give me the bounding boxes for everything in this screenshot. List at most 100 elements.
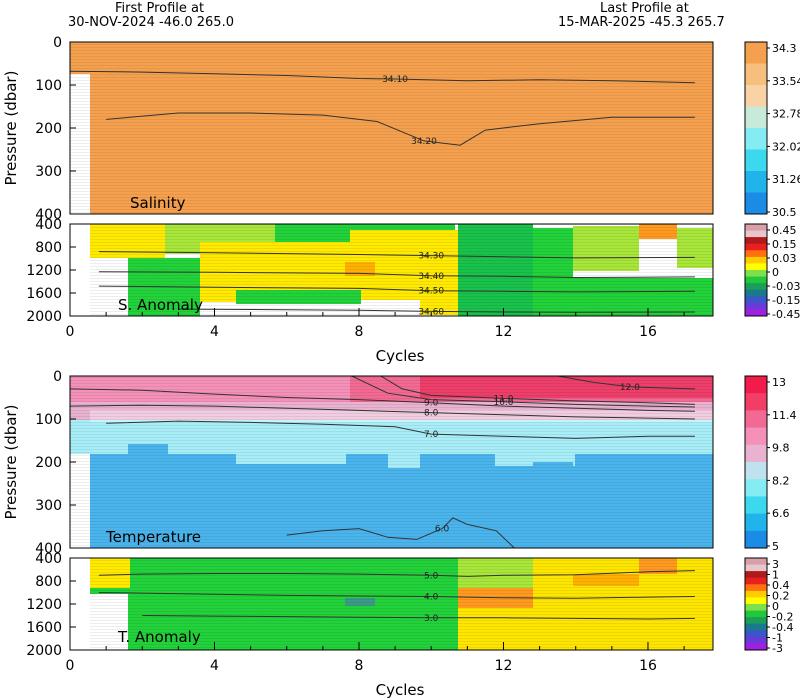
temperature-anomaly-panel-label: T. Anomaly	[117, 628, 201, 646]
contour-label: 34.10	[382, 75, 408, 85]
colorbar-label: 0	[772, 266, 779, 279]
colorbar-label: 5	[772, 540, 779, 553]
y-tick-label: 1200	[26, 263, 62, 279]
colorbar-swatch	[745, 276, 767, 284]
colorbar-label: 32.78	[772, 108, 800, 121]
salinity-y-label: Pressure (dbar)	[2, 71, 20, 186]
colorbar-swatch	[745, 597, 767, 605]
x-tick-label: 16	[639, 324, 657, 340]
colorbar-label: 13	[772, 376, 786, 389]
x-tick-label: 16	[639, 658, 657, 674]
y-tick-label: 200	[35, 121, 62, 137]
colorbar-swatch	[745, 530, 767, 549]
colorbar-label: 0.2	[772, 590, 790, 603]
x-tick-label: 4	[210, 658, 219, 674]
contour-line	[98, 592, 695, 599]
colorbar-label: 11.4	[772, 409, 797, 422]
colorbar-label: -0.03	[772, 280, 800, 293]
colorbar-swatch	[745, 263, 767, 271]
colorbar-swatch	[745, 444, 767, 463]
colorbar-swatch	[745, 590, 767, 598]
temperature-anomaly-x-label: Cycles	[376, 681, 425, 699]
temperature-panel-label: Temperature	[105, 528, 201, 546]
colorbar-label: 1	[772, 569, 779, 582]
salinity-colorbar: 34.3 33.54 32.78 32.02 31.26 30.5	[744, 41, 800, 219]
colorbar-label: 30.5	[772, 206, 797, 219]
colorbar-swatch	[745, 289, 767, 297]
colorbar-label: -1	[772, 632, 783, 645]
last-profile-value: 15-MAR-2025 -45.3 265.7	[558, 15, 725, 30]
colorbar-label: -0.4	[772, 621, 793, 634]
colorbar-label: -0.15	[772, 294, 800, 307]
colorbar-swatch	[745, 250, 767, 258]
y-tick-label: 100	[35, 78, 62, 94]
colorbar-swatch	[745, 171, 767, 193]
colorbar-swatch	[745, 128, 767, 150]
colorbar-label: -3	[772, 642, 783, 655]
colorbar-swatch	[745, 237, 767, 245]
colorbar-label: 6.6	[772, 507, 790, 520]
first-profile-value: 30-NOV-2024 -46.0 265.0	[68, 15, 234, 30]
colorbar-label: -0.2	[772, 611, 793, 624]
colorbar-swatch	[745, 427, 767, 446]
temperature-anomaly-colorbar: 310.40.20-0.2-0.4-1-3	[744, 557, 793, 655]
colorbar-label: 0.45	[772, 224, 797, 237]
contour-line	[106, 112, 695, 146]
temperature-colorbar: 13 11.4 9.8 8.2 6.6 5	[744, 375, 797, 553]
contour-line	[98, 251, 695, 259]
colorbar-swatch	[745, 42, 767, 64]
salinity-anomaly-x-ticks: 0 4 8 12 16	[66, 308, 685, 340]
contour-line	[98, 570, 695, 577]
x-tick-label: 0	[66, 658, 75, 674]
contour-label: 12.0	[620, 383, 640, 393]
colorbar-swatch	[745, 479, 767, 497]
y-tick-label: 100	[35, 412, 62, 428]
colorbar-swatch	[745, 296, 767, 304]
temperature-y-ticks: 0 100 200 300 400	[35, 369, 76, 557]
first-profile-label: First Profile at	[115, 1, 204, 16]
salinity-anomaly-panel-label: S. Anomaly	[118, 296, 203, 314]
salinity-anomaly-x-label: Cycles	[376, 347, 425, 365]
contour-line	[69, 404, 695, 420]
colorbar-swatch	[745, 623, 767, 631]
salinity-hlines	[70, 42, 713, 214]
colorbar-label: 34.3	[772, 42, 797, 55]
colorbar-label: 32.02	[772, 140, 800, 153]
colorbar-swatch	[745, 63, 767, 86]
colorbar-swatch	[745, 309, 767, 317]
contour-label: 3.0	[424, 614, 439, 624]
contour-line	[557, 375, 695, 390]
colorbar-swatch	[745, 558, 767, 565]
colorbar-swatch	[745, 85, 767, 107]
contour-line	[69, 70, 695, 84]
y-tick-label: 1600	[26, 620, 62, 636]
y-tick-label: 300	[35, 498, 62, 514]
x-tick-label: 8	[355, 324, 364, 340]
colorbar-swatch	[745, 564, 767, 572]
colorbar-swatch	[745, 270, 767, 277]
contour-line	[98, 271, 695, 279]
contour-label: 8.0	[424, 409, 439, 419]
colorbar-label: 8.2	[772, 474, 790, 487]
colorbar-swatch	[745, 604, 767, 611]
colorbar-swatch	[745, 283, 767, 291]
colorbar-swatch	[745, 192, 767, 215]
colorbar-swatch	[745, 106, 767, 129]
contour-label: 34.50	[418, 287, 444, 297]
colorbar-swatch	[745, 513, 767, 532]
y-tick-label: 400	[35, 217, 62, 233]
x-tick-label: 4	[210, 324, 219, 340]
contour-label: 4.0	[424, 593, 439, 603]
contour-label: 5.0	[424, 571, 439, 581]
contour-label: 34.40	[418, 272, 444, 282]
colorbar-label: 0	[772, 600, 779, 613]
salinity-anomaly-y-ticks: 400 800 1200 1600 2000	[26, 217, 76, 325]
x-tick-label: 0	[66, 324, 75, 340]
colorbar-frame	[744, 41, 768, 215]
contour-label: 7.0	[424, 430, 439, 440]
y-tick-label: 200	[35, 455, 62, 471]
temperature-anomaly-x-ticks: 0 4 8 12 16	[66, 642, 685, 674]
colorbar-swatch	[745, 410, 767, 428]
y-tick-label: 400	[35, 551, 62, 567]
